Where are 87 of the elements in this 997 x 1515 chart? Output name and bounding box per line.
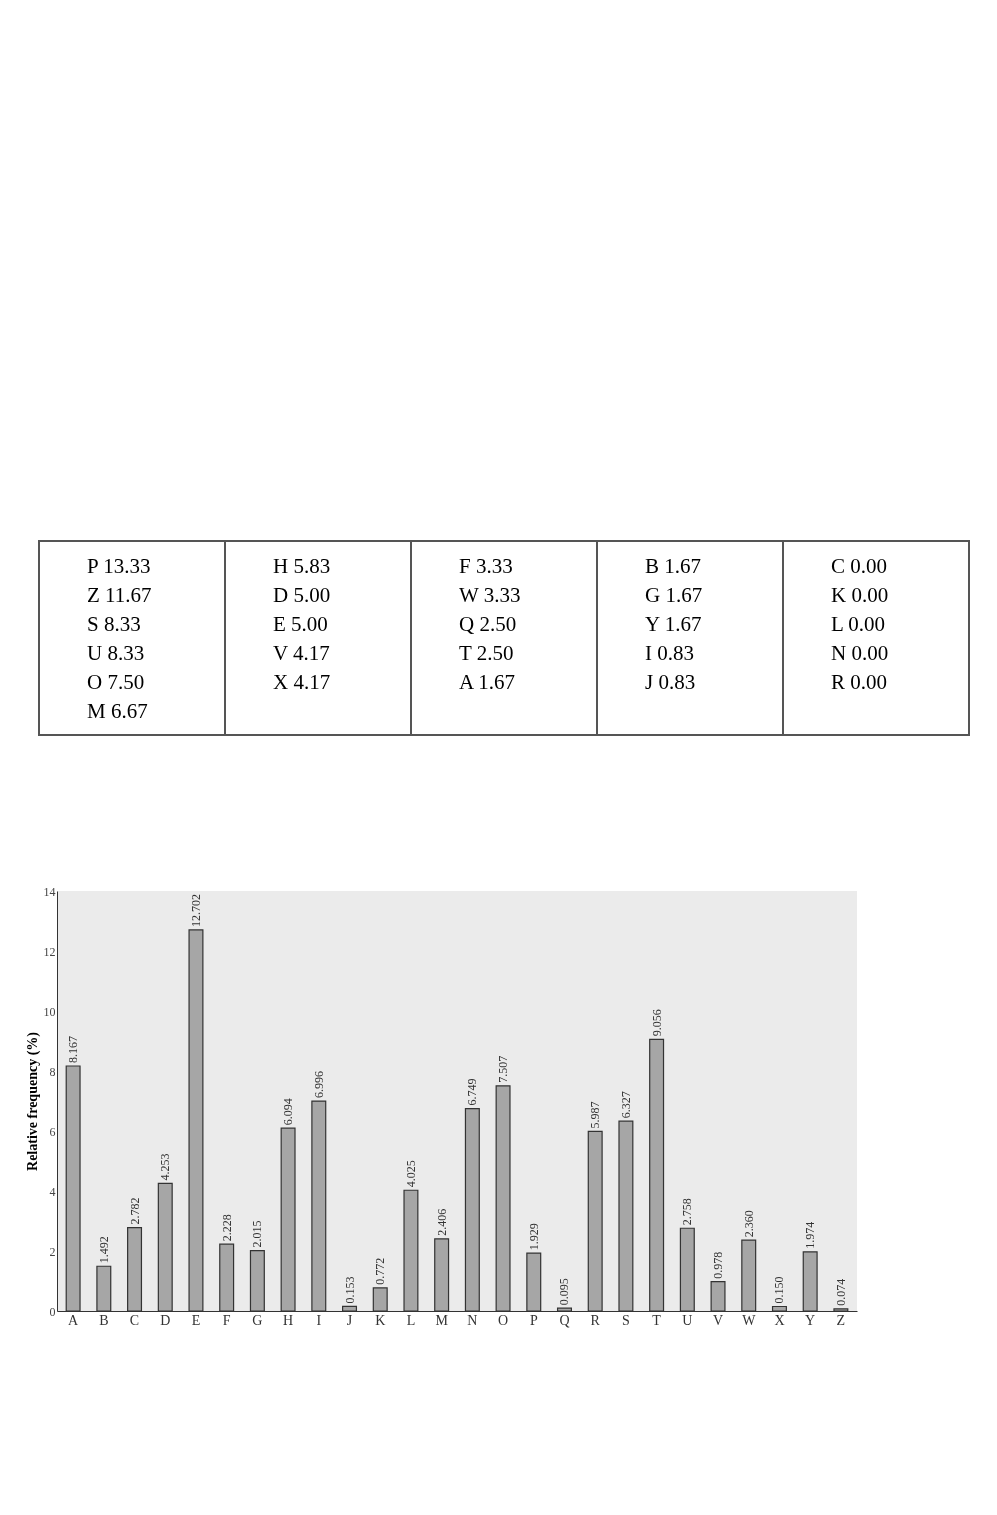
x-tick-label: R <box>590 1312 601 1328</box>
data-label: 0.150 <box>772 1276 787 1304</box>
text: I 0.83 <box>645 640 695 667</box>
text: B 1.67 <box>645 553 702 580</box>
data-label: 4.253 <box>158 1153 173 1181</box>
text: M 6.67 <box>87 698 149 725</box>
data-label: 6.327 <box>618 1091 633 1119</box>
data-label: 12.702 <box>188 893 203 927</box>
data-label: 1.929 <box>526 1223 541 1251</box>
text: P 13.33 <box>87 553 152 580</box>
data-label: 4.025 <box>403 1160 418 1188</box>
data-label: 6.996 <box>311 1071 326 1099</box>
text: F 3.33 <box>459 553 514 580</box>
data-label: 6.094 <box>281 1098 296 1126</box>
data-label: 0.074 <box>833 1278 848 1306</box>
x-tick-label: F <box>222 1312 231 1328</box>
x-tick-label: J <box>346 1312 353 1328</box>
text: C 0.00 <box>831 553 888 580</box>
data-label: 2.406 <box>434 1208 449 1236</box>
x-tick-label: Y <box>805 1312 816 1328</box>
data-label: 2.360 <box>741 1210 756 1238</box>
data-label: 1.492 <box>96 1236 111 1264</box>
x-tick-label: I <box>316 1312 322 1328</box>
text: D 5.00 <box>273 582 332 609</box>
x-tick-label: U <box>682 1312 693 1328</box>
text: G 1.67 <box>645 582 704 609</box>
y-tick-label: 2 <box>49 1244 56 1259</box>
text: Z 11.67 <box>87 582 153 609</box>
y-axis-title: Relative frequency (%) <box>24 1031 41 1171</box>
text: J 0.83 <box>645 669 697 696</box>
text: E 5.00 <box>273 611 329 638</box>
y-tick-label: 6 <box>49 1124 56 1139</box>
text: S 8.33 <box>87 611 142 638</box>
text: Q 2.50 <box>459 611 518 638</box>
text: L 0.00 <box>831 611 887 638</box>
x-tick-label: C <box>129 1312 140 1328</box>
x-tick-label: V <box>712 1312 724 1328</box>
x-tick-label: Z <box>836 1312 846 1328</box>
x-tick-label: O <box>498 1312 509 1328</box>
x-tick-label: G <box>252 1312 263 1328</box>
x-tick-label: X <box>774 1312 785 1328</box>
x-tick-label: T <box>652 1312 662 1328</box>
x-tick-label: M <box>435 1312 449 1328</box>
data-label: 5.987 <box>588 1101 603 1129</box>
text: R 0.00 <box>831 669 888 696</box>
x-tick-label: Q <box>559 1312 570 1328</box>
text: T 2.50 <box>459 640 515 667</box>
text: K 0.00 <box>831 582 890 609</box>
text: O 7.50 <box>87 669 146 696</box>
x-tick-label: K <box>375 1312 386 1328</box>
data-label: 2.758 <box>680 1198 695 1226</box>
x-tick-label: L <box>406 1312 416 1328</box>
x-tick-label: D <box>160 1312 171 1328</box>
data-label: 2.782 <box>127 1197 142 1225</box>
text: A 1.67 <box>459 669 516 696</box>
data-label: 0.978 <box>711 1251 726 1279</box>
text: X 4.17 <box>273 669 332 696</box>
data-label: 9.056 <box>649 1009 664 1037</box>
data-label: 2.015 <box>250 1220 265 1248</box>
text: W 3.33 <box>459 582 522 609</box>
data-label: 6.749 <box>465 1078 480 1106</box>
x-tick-label: A <box>68 1312 80 1328</box>
text: V 4.17 <box>273 640 331 667</box>
text: Y 1.67 <box>645 611 703 638</box>
x-tick-label: N <box>467 1312 478 1328</box>
y-tick-label: 10 <box>43 1004 56 1019</box>
text: N 0.00 <box>831 640 890 667</box>
y-tick-label: 12 <box>43 944 56 959</box>
text: U 8.33 <box>87 640 146 667</box>
data-label: 8.167 <box>66 1035 81 1063</box>
text: H 5.83 <box>273 553 332 580</box>
data-label: 0.772 <box>373 1257 388 1285</box>
data-label: 7.507 <box>496 1055 511 1083</box>
data-label: 0.153 <box>342 1276 357 1304</box>
data-label: 2.228 <box>219 1214 234 1242</box>
y-tick-label: 0 <box>49 1304 56 1319</box>
x-tick-label: E <box>191 1312 201 1328</box>
x-tick-label: W <box>742 1312 757 1328</box>
x-tick-label: H <box>283 1312 294 1328</box>
x-tick-label: P <box>529 1312 538 1328</box>
x-tick-label: B <box>99 1312 109 1328</box>
x-tick-label: S <box>622 1312 630 1328</box>
y-tick-label: 14 <box>43 884 56 899</box>
data-label: 0.095 <box>557 1278 572 1306</box>
y-tick-label: 8 <box>49 1064 56 1079</box>
y-tick-label: 4 <box>49 1184 56 1199</box>
data-label: 1.974 <box>803 1221 818 1249</box>
